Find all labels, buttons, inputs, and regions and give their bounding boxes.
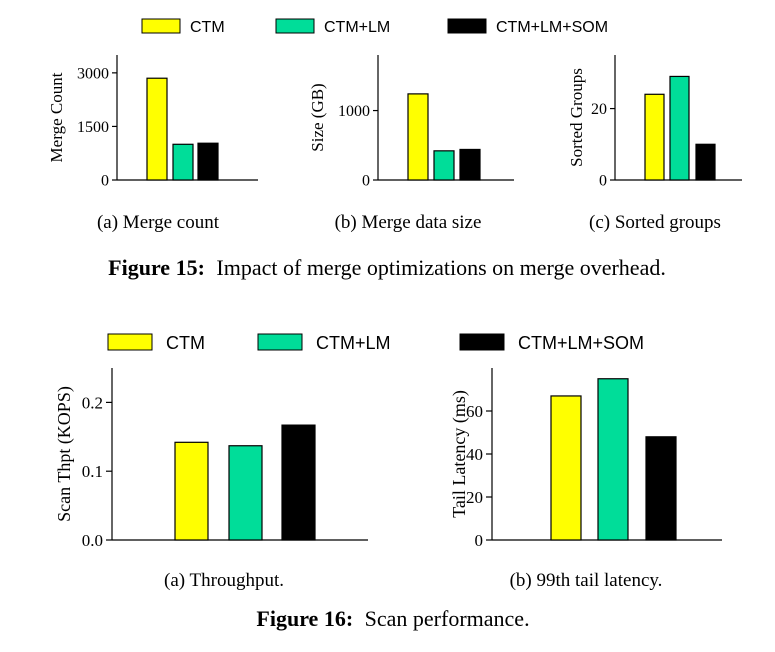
y-tick-label: 0 (101, 173, 109, 190)
legend-fig15: CTM CTM+LM CTM+LM+SOM (141, 18, 608, 36)
bar-ctm-lm (669, 75, 690, 181)
y-tick-label: 0 (362, 173, 370, 190)
bar-ctm (174, 441, 209, 541)
bar-ctm-lm (172, 143, 194, 181)
subcaption: (b) 99th tail latency. (510, 570, 663, 591)
subcaption: (a) Merge count (97, 212, 220, 233)
chart-merge-count: 0 1500 3000 Merge Count (a) Merge count (47, 55, 258, 233)
y-tick-label: 1000 (338, 103, 370, 120)
legend-label-ctm-lm-som: CTM+LM+SOM (496, 19, 608, 36)
legend-swatch-ctm-lm-som (447, 18, 487, 34)
bar-ctm-lm-som (695, 143, 716, 181)
legend-fig16: CTM CTM+LM CTM+LM+SOM (107, 333, 644, 353)
y-tick-label: 60 (466, 402, 483, 421)
chart-scan-throughput: 0.0 0.1 0.2 Scan Thpt (KOPS) (a) Throughput. (54, 368, 368, 591)
y-tick-label: 0 (475, 531, 484, 550)
y-tick-label: 0.0 (82, 531, 103, 550)
subcaption: (a) Throughput. (164, 570, 284, 591)
bar-ctm (550, 395, 582, 541)
bar-ctm-lm-som (459, 148, 481, 181)
bar-ctm-lm-som (281, 424, 316, 541)
figure15-text: Impact of merge optimizations on merge o… (216, 255, 665, 280)
y-tick-label: 1500 (77, 119, 109, 136)
y-tick-label: 0.2 (82, 393, 103, 412)
figure16-label: Figure 16: (256, 606, 353, 631)
legend-swatch-ctm-lm (257, 333, 303, 351)
y-axis-label: Size (GB) (308, 83, 327, 151)
y-tick-label: 0.1 (82, 462, 103, 481)
legend-label-ctm: CTM (166, 333, 205, 353)
bar-ctm-lm-som (197, 142, 219, 181)
legend-label-ctm-lm-som: CTM+LM+SOM (518, 333, 644, 353)
legend-label-ctm-lm: CTM+LM (316, 333, 391, 353)
figure16-text: Scan performance. (365, 606, 530, 631)
bar-ctm-lm-som (645, 436, 677, 541)
bar-ctm (644, 93, 665, 181)
legend-swatch-ctm-lm-som (459, 333, 505, 351)
bar-ctm-lm (597, 378, 629, 541)
y-axis-label: Merge Count (47, 72, 66, 162)
legend-label-ctm: CTM (190, 19, 225, 36)
legend-swatch-ctm (107, 333, 153, 351)
legend-label-ctm-lm: CTM+LM (324, 19, 390, 36)
y-tick-label: 40 (466, 445, 483, 464)
y-axis-label: Tail Latency (ms) (449, 390, 470, 518)
y-axis-label: Sorted Groups (567, 68, 586, 167)
y-tick-label: 3000 (77, 65, 109, 82)
chart-merge-data-size: 0 1000 Size (GB) (b) Merge data size (308, 55, 514, 233)
y-tick-label: 0 (599, 173, 607, 190)
y-tick-label: 20 (466, 488, 483, 507)
bar-ctm-lm (228, 445, 263, 541)
y-tick-label: 20 (591, 101, 607, 118)
bar-ctm (146, 77, 168, 181)
subcaption: (c) Sorted groups (589, 212, 721, 233)
figure15-caption: Figure 15: Impact of merge optimizations… (108, 255, 666, 280)
bar-ctm-lm (433, 150, 455, 181)
subcaption: (b) Merge data size (335, 212, 482, 233)
figure15-label: Figure 15: (108, 255, 205, 280)
legend-swatch-ctm-lm (275, 18, 315, 34)
chart-sorted-groups: 0 20 Sorted Groups (c) Sorted groups (567, 55, 742, 233)
figure16-caption: Figure 16: Scan performance. (256, 606, 529, 631)
legend-swatch-ctm (141, 18, 181, 34)
bar-ctm (407, 93, 429, 181)
y-axis-label: Scan Thpt (KOPS) (54, 386, 75, 522)
